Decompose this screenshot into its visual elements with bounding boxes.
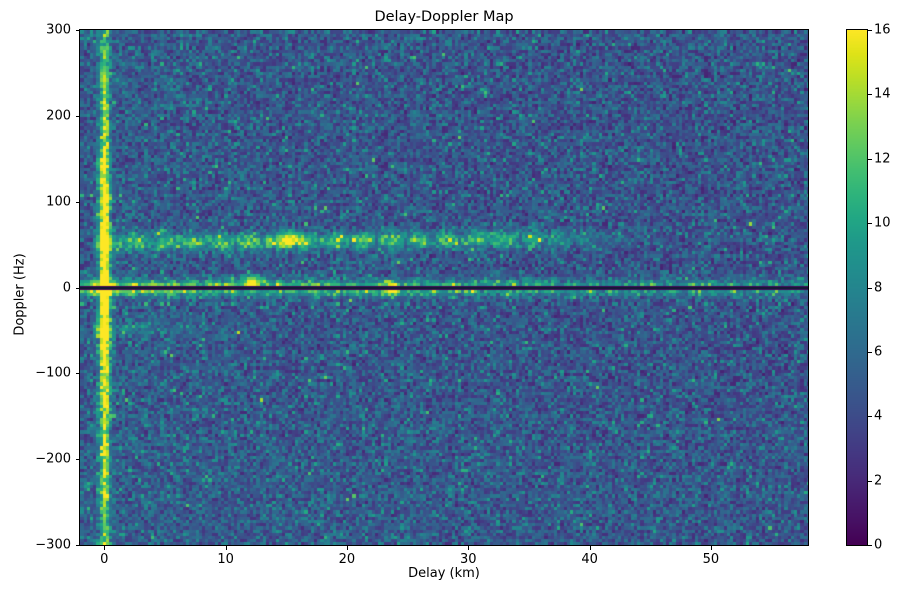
- x-tick-mark: [346, 546, 348, 550]
- x-tick-mark: [589, 546, 591, 550]
- y-tick-mark: [75, 459, 79, 461]
- x-tick-mark: [104, 546, 106, 550]
- x-tick-label: 30: [459, 552, 477, 567]
- y-axis-label: Doppler (Hz): [12, 253, 28, 336]
- colorbar-gradient: [846, 29, 868, 546]
- colorbar[interactable]: [846, 29, 868, 546]
- colorbar-tick-label: 8: [874, 280, 883, 295]
- colorbar-tick-label: 6: [874, 344, 883, 360]
- x-tick-mark: [710, 546, 712, 550]
- colorbar-tick-label: 10: [874, 215, 891, 231]
- colorbar-tick-mark: [868, 545, 872, 546]
- colorbar-tick-label: 14: [874, 86, 891, 102]
- y-tick-label: −300: [35, 537, 71, 553]
- colorbar-tick-mark: [868, 480, 872, 482]
- colorbar-tick-label: 16: [874, 22, 891, 38]
- y-tick-mark: [75, 201, 79, 203]
- y-tick-mark: [75, 287, 79, 289]
- colorbar-tick-mark: [868, 287, 872, 289]
- colorbar-tick-mark: [868, 223, 872, 225]
- x-axis-label: Delay (km): [408, 566, 480, 581]
- y-tick-label: −200: [35, 451, 71, 467]
- y-tick-mark: [75, 115, 79, 117]
- x-tick-label: 50: [702, 552, 720, 567]
- colorbar-tick-label: 12: [874, 151, 891, 167]
- delay-doppler-plot[interactable]: [79, 29, 809, 546]
- y-tick-label: 200: [46, 108, 71, 124]
- y-tick-mark: [75, 545, 79, 546]
- colorbar-tick-mark: [868, 158, 872, 160]
- x-tick-mark: [468, 546, 470, 550]
- colorbar-tick-label: 0: [874, 537, 883, 553]
- y-tick-mark: [75, 30, 79, 31]
- y-tick-label: 300: [46, 22, 71, 38]
- x-tick-label: 0: [100, 552, 109, 567]
- y-tick-label: 0: [62, 280, 71, 295]
- x-tick-label: 40: [581, 552, 598, 567]
- colorbar-tick-label: 2: [874, 473, 883, 489]
- colorbar-tick-mark: [868, 351, 872, 353]
- page-title: Delay-Doppler Map: [374, 9, 514, 25]
- y-tick-label: 100: [46, 194, 71, 210]
- colorbar-tick-mark: [868, 416, 872, 418]
- x-tick-mark: [225, 546, 227, 550]
- y-tick-mark: [75, 373, 79, 375]
- colorbar-tick-label: 4: [874, 408, 883, 424]
- x-tick-label: 20: [338, 552, 356, 567]
- colorbar-tick-mark: [868, 30, 872, 31]
- heatmap-image: [80, 30, 808, 545]
- y-tick-label: −100: [35, 365, 71, 381]
- x-tick-label: 10: [217, 552, 234, 567]
- colorbar-tick-mark: [868, 94, 872, 96]
